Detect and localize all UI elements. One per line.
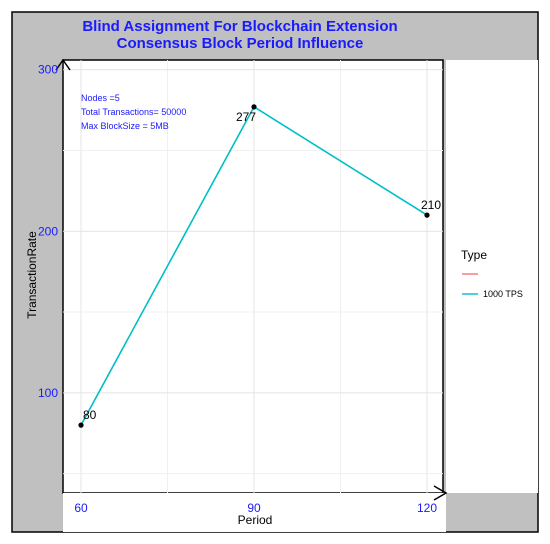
x-tick-label: 120 (417, 501, 437, 515)
data-label: 277 (236, 110, 256, 124)
plot-panel (62, 59, 444, 494)
grid (63, 60, 443, 493)
data-label: 210 (421, 198, 441, 212)
data-point (78, 422, 84, 428)
data-label: 80 (83, 408, 97, 422)
data-point (424, 212, 430, 218)
x-axis-label: Period (238, 513, 273, 527)
data-point (251, 104, 257, 110)
y-tick-label: 200 (38, 224, 58, 238)
y-axis-label: TransactionRate (25, 231, 39, 319)
chart-title-line-1: Blind Assignment For Blockchain Extensio… (82, 18, 397, 35)
legend-area (446, 60, 538, 493)
x-axis-arrow-icon (433, 485, 448, 501)
legend-label: 1000 TPS (483, 289, 523, 299)
axis-arrows (55, 58, 448, 501)
legend: 1000 TPS (462, 273, 523, 299)
y-tick-label: 300 (38, 63, 58, 77)
annotation-total-transactions: Total Transactions= 50000 (81, 107, 186, 117)
legend-title: Type (461, 248, 487, 262)
annotation-nodes: Nodes =5 (81, 93, 120, 103)
series-layer: 80 277 210 (78, 104, 441, 428)
chart-title-line-2: Consensus Block Period Influence (117, 35, 364, 52)
annotation-max-blocksize: Max BlockSize = 5MB (81, 121, 169, 131)
y-axis-arrow-icon (55, 58, 71, 71)
x-axis-strip (63, 493, 446, 532)
x-tick-label: 60 (74, 501, 88, 515)
ticks: 60 90 120 100 200 300 (38, 63, 437, 515)
x-tick-label: 90 (247, 501, 261, 515)
y-tick-label: 100 (38, 386, 58, 400)
